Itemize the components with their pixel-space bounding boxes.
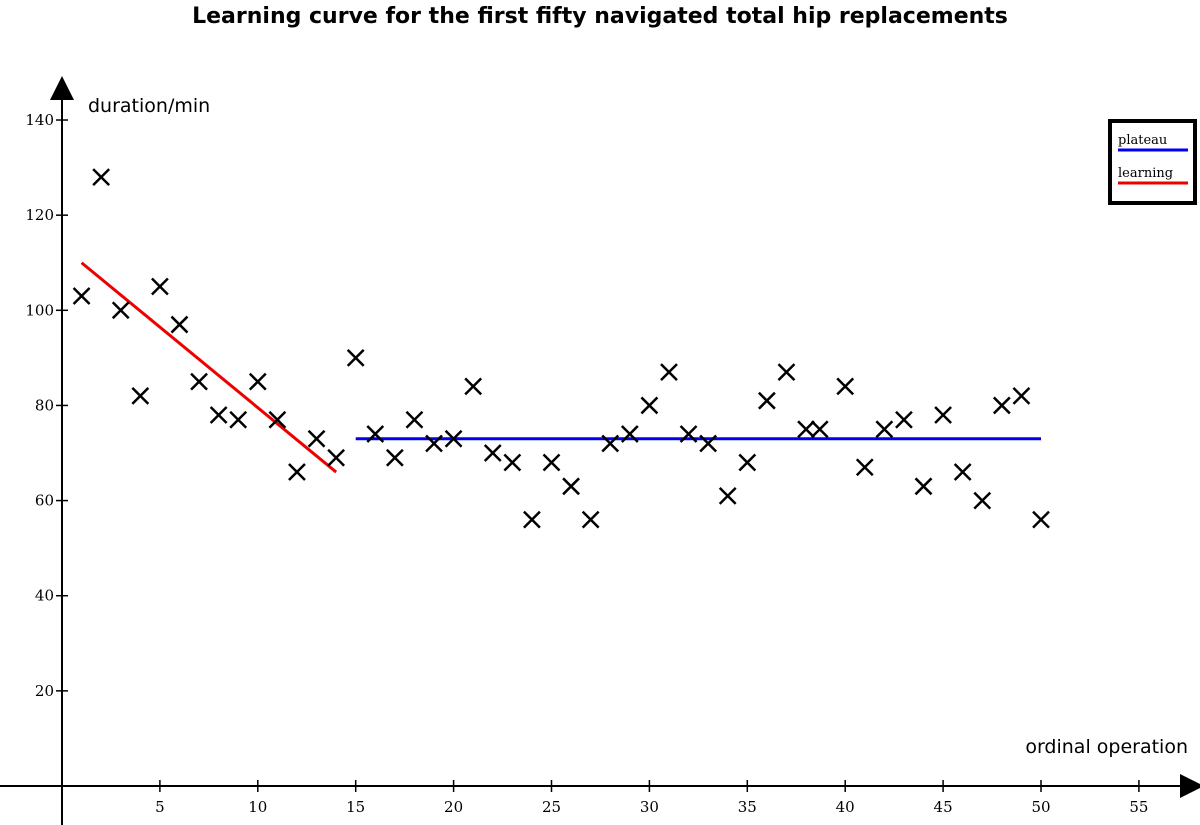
data-point-1: [72, 287, 91, 305]
data-point-36: [757, 391, 776, 410]
data-point-46: [953, 463, 972, 481]
x-tick-label-10: 10: [248, 798, 267, 816]
data-point-39: [810, 420, 829, 439]
data-point-15: [346, 348, 365, 367]
legend-label-learning: learning: [1118, 166, 1173, 181]
data-point-25: [542, 453, 561, 472]
x-tick-label-50: 50: [1031, 798, 1050, 816]
data-point-6: [170, 315, 189, 334]
data-point-45: [934, 406, 952, 424]
data-point-37: [777, 363, 796, 382]
y-tick-label-20: 20: [35, 682, 54, 700]
data-point-2: [92, 168, 111, 186]
y-axis-label: duration/min: [88, 95, 210, 117]
data-point-16: [366, 425, 385, 443]
data-point-17: [385, 448, 404, 467]
data-point-9: [229, 410, 248, 429]
data-point-32: [679, 425, 698, 443]
x-axis-label: ordinal operation: [1025, 736, 1188, 758]
chart-title: Learning curve for the first fifty navig…: [192, 4, 1008, 29]
x-tick-label-45: 45: [934, 798, 953, 816]
data-point-11: [268, 410, 287, 429]
data-point-14: [327, 448, 346, 467]
data-point-18: [405, 410, 424, 429]
y-tick-label-140: 140: [25, 111, 54, 129]
y-tick-label-120: 120: [25, 206, 54, 224]
data-point-34: [718, 486, 737, 505]
x-tick-label-55: 55: [1129, 798, 1148, 816]
data-point-42: [875, 420, 894, 439]
data-point-31: [660, 363, 678, 382]
x-tick-label-5: 5: [155, 798, 165, 816]
data-point-7: [190, 372, 208, 391]
data-point-38: [797, 420, 815, 439]
data-point-12: [288, 463, 306, 481]
data-point-20: [444, 429, 463, 448]
data-point-4: [131, 387, 150, 405]
data-point-5: [151, 277, 169, 296]
data-point-10: [248, 372, 267, 391]
data-point-48: [992, 396, 1011, 415]
data-point-28: [601, 434, 620, 453]
data-point-43: [895, 410, 913, 429]
x-tick-label-35: 35: [738, 798, 757, 816]
data-point-49: [1012, 387, 1031, 405]
data-point-30: [640, 396, 659, 415]
data-point-21: [464, 377, 483, 396]
data-point-47: [973, 491, 992, 510]
y-tick-label-100: 100: [25, 301, 54, 319]
y-tick-label-40: 40: [35, 587, 54, 605]
data-points: [72, 168, 1050, 529]
ticks: 5 10 15 20 25 30 35 40 45 50 55 20 40 60 80 100 120 140: [25, 111, 1148, 816]
data-point-24: [523, 510, 541, 529]
data-point-19: [425, 434, 443, 453]
data-point-41: [855, 458, 874, 477]
y-tick-label-80: 80: [35, 396, 54, 414]
line-learning: [80, 261, 338, 474]
data-point-26: [562, 477, 580, 496]
data-point-33: [699, 434, 718, 453]
data-point-13: [307, 429, 326, 448]
data-point-29: [620, 425, 639, 443]
legend-box: [1108, 119, 1197, 205]
data-point-8: [209, 406, 228, 424]
data-point-23: [503, 453, 522, 472]
data-point-50: [1032, 510, 1050, 529]
data-point-44: [914, 477, 933, 496]
data-point-35: [738, 453, 757, 472]
x-tick-label-30: 30: [640, 798, 659, 816]
data-point-27: [581, 510, 600, 529]
x-tick-label-20: 20: [444, 798, 463, 816]
data-point-3: [111, 301, 130, 320]
x-tick-label-15: 15: [346, 798, 365, 816]
legend-label-plateau: plateau: [1118, 133, 1167, 148]
x-tick-label-25: 25: [542, 798, 561, 816]
data-point-40: [836, 377, 855, 396]
fit-lines: [80, 261, 1041, 474]
y-tick-label-60: 60: [35, 492, 54, 510]
x-tick-label-40: 40: [836, 798, 855, 816]
data-point-22: [483, 444, 502, 462]
legend: plateau learning: [1108, 119, 1197, 205]
